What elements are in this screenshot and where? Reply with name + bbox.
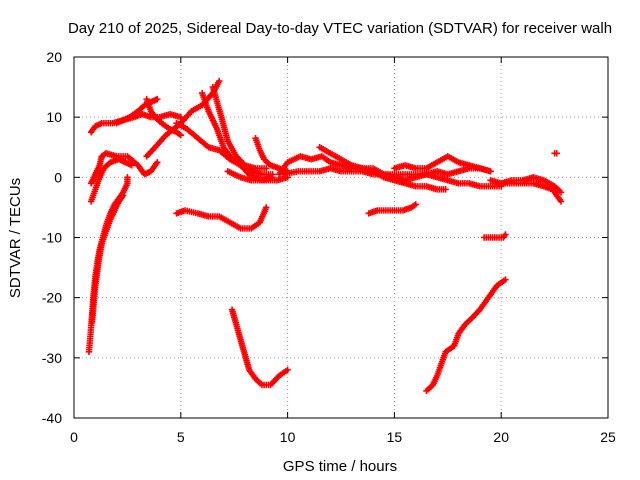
series-arc-24 xyxy=(423,276,509,395)
series-arc-19 xyxy=(391,153,494,175)
series-arc-18 xyxy=(316,144,449,193)
series-arc-11 xyxy=(87,156,135,205)
data-point xyxy=(263,165,270,172)
axis-ticks: 0 5 10 15 20 25 -40 -30 -20 -10 0 10 20 xyxy=(42,49,616,445)
y-tick-label: -40 xyxy=(42,410,62,426)
data-point xyxy=(177,132,184,139)
data-point xyxy=(487,168,494,175)
x-tick-label: 20 xyxy=(493,429,509,445)
series-arc-6 xyxy=(209,83,270,172)
y-axis-label: SDTVAR / TECUs xyxy=(7,178,24,298)
series-arc-13 xyxy=(88,192,127,325)
data-point xyxy=(154,95,161,103)
data-point xyxy=(284,366,291,374)
data-point xyxy=(502,276,509,283)
series-arc-21 xyxy=(487,177,565,205)
data-point xyxy=(154,159,161,166)
y-tick-label: -30 xyxy=(42,350,62,366)
y-tick-label: -20 xyxy=(42,290,62,306)
data-point xyxy=(553,150,560,157)
series-arc-25 xyxy=(551,150,560,157)
x-tick-label: 10 xyxy=(280,429,296,445)
data-point xyxy=(216,77,223,85)
y-tick-label: 20 xyxy=(46,49,62,65)
x-tick-label: 25 xyxy=(600,429,616,445)
y-tick-label: -10 xyxy=(42,230,62,246)
data-point xyxy=(557,189,565,196)
data-point xyxy=(412,201,419,208)
series-arc-5 xyxy=(198,89,276,178)
grid xyxy=(74,57,608,418)
data-point xyxy=(119,192,127,199)
x-tick-label: 5 xyxy=(177,429,185,445)
data-point xyxy=(263,204,270,211)
series-arc-23 xyxy=(480,231,509,241)
y-tick-label: 10 xyxy=(46,109,62,125)
data-point xyxy=(128,162,135,169)
x-axis-label: GPS time / hours xyxy=(283,458,397,475)
data-point xyxy=(124,174,131,181)
series-arc-15 xyxy=(228,306,291,389)
series-arc-4 xyxy=(113,95,161,127)
data-point xyxy=(269,174,276,181)
data-marks xyxy=(85,77,565,395)
series-arc-14 xyxy=(173,204,270,232)
series-arc-2 xyxy=(143,95,184,139)
series-arc-10 xyxy=(87,150,161,187)
x-tick-label: 15 xyxy=(387,429,403,445)
x-tick-label: 0 xyxy=(70,429,78,445)
series-arc-22 xyxy=(365,201,419,217)
data-point xyxy=(502,231,509,238)
data-point xyxy=(442,186,449,193)
y-tick-label: 0 xyxy=(54,169,62,185)
chart-title: Day 210 of 2025, Sidereal Day-to-day VTE… xyxy=(68,20,612,37)
data-point xyxy=(557,198,565,205)
series-arc-8 xyxy=(224,168,276,184)
